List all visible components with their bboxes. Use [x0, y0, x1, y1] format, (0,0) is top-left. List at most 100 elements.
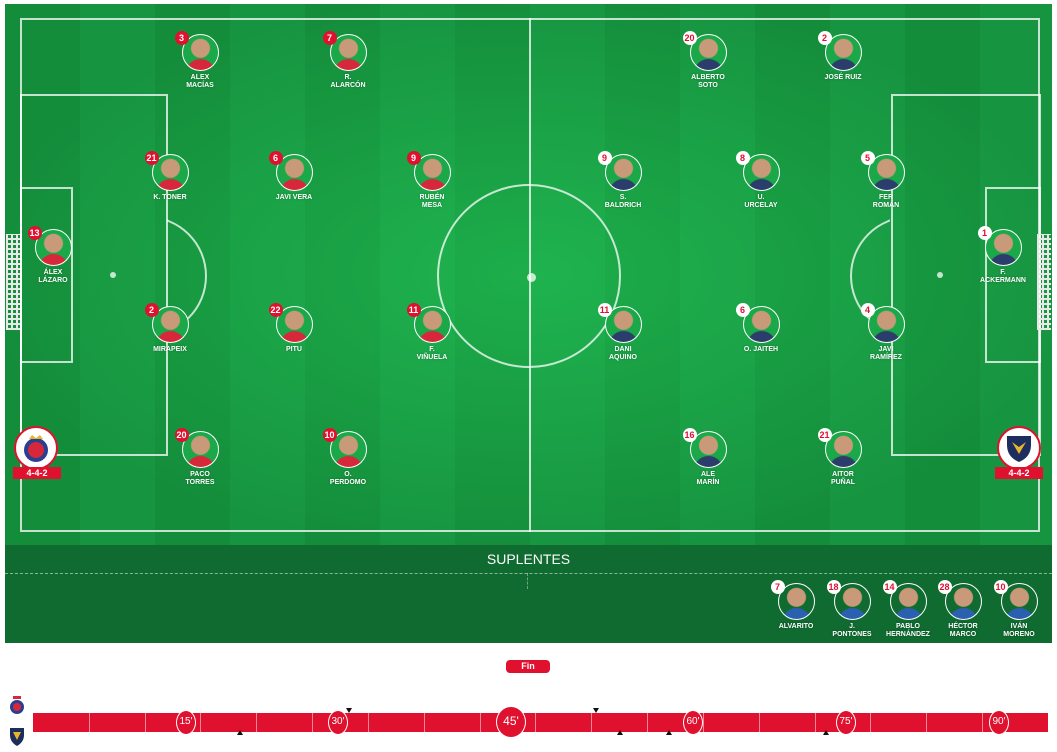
player-photo: 1 — [977, 226, 1022, 266]
timeline-tick — [814, 713, 816, 732]
player-name: U. URCELAY — [744, 194, 778, 209]
shirt-number-badge: 2 — [144, 303, 159, 317]
timeline-tick — [926, 713, 928, 732]
timeline-tick — [479, 713, 481, 732]
home-player[interactable]: 22 PITU — [254, 303, 334, 354]
player-photo: 13 — [27, 226, 72, 266]
away-event-marker[interactable] — [617, 730, 624, 735]
shirt-number-badge: 7 — [322, 31, 337, 45]
away-event-marker[interactable] — [237, 730, 244, 735]
player-photo: 6 — [735, 303, 780, 343]
home-event-marker[interactable] — [345, 708, 352, 713]
minute-marker: 75' — [836, 710, 856, 735]
minute-marker: 60' — [683, 710, 703, 735]
away-player[interactable]: 16 ALE MARÍN — [668, 428, 748, 487]
player-photo: 6 — [268, 151, 313, 191]
player-photo: 20 — [682, 31, 727, 71]
substitutes-title: SUPLENTES — [486, 551, 571, 567]
player-photo: 22 — [268, 303, 313, 343]
shirt-number-badge: 11 — [597, 303, 612, 317]
shirt-number-badge: 10 — [993, 580, 1008, 594]
away-player[interactable]: 4 JAVI RAMÍREZ — [846, 303, 926, 362]
player-name: MIRAPEIX — [153, 346, 187, 353]
player-name: R. ALARCÓN — [330, 74, 366, 89]
minute-marker: 15' — [176, 710, 196, 735]
player-name: K. TONER — [153, 194, 187, 201]
right-penalty-spot — [937, 272, 943, 278]
match-timeline[interactable]: 15' 30' 45' 60' 75' 90' — [33, 706, 1048, 738]
shirt-number-badge: 6 — [735, 303, 750, 317]
player-photo: 10 — [993, 580, 1038, 620]
substitute-player[interactable]: 7 ALVARITO — [768, 580, 824, 631]
home-event-marker[interactable] — [592, 708, 599, 713]
player-name: PACO TORRES — [185, 471, 215, 486]
player-name: S. BALDRICH — [604, 194, 642, 209]
player-photo: 28 — [937, 580, 982, 620]
home-player[interactable]: 11 F. VIÑUELA — [392, 303, 472, 362]
away-player[interactable]: 21 AITOR PUÑAL — [803, 428, 883, 487]
player-name: ALBERTO SOTO — [691, 74, 725, 89]
player-photo: 16 — [682, 428, 727, 468]
center-circle — [437, 184, 621, 368]
player-photo: 21 — [144, 151, 189, 191]
shirt-number-badge: 16 — [682, 428, 697, 442]
shirt-number-badge: 5 — [860, 151, 875, 165]
away-player[interactable]: 11 DANI AQUINO — [583, 303, 663, 362]
shirt-number-badge: 6 — [268, 151, 283, 165]
player-name: O. JAITEH — [743, 346, 779, 353]
timeline-tick — [870, 713, 872, 732]
player-photo: 20 — [174, 428, 219, 468]
away-player[interactable]: 20 ALBERTO SOTO — [668, 31, 748, 90]
home-player[interactable]: 6 JAVI VERA — [254, 151, 334, 202]
player-photo: 9 — [597, 151, 642, 191]
player-name: J. PONTONES — [832, 623, 872, 638]
player-name: FER ROMÁN — [872, 194, 900, 209]
away-player[interactable]: 8 U. URCELAY — [721, 151, 801, 210]
home-player[interactable]: 7 R. ALARCÓN — [308, 31, 388, 90]
player-photo: 14 — [882, 580, 927, 620]
away-event-marker[interactable] — [823, 730, 830, 735]
away-player[interactable]: 5 FER ROMÁN — [846, 151, 926, 210]
away-player[interactable]: 9 S. BALDRICH — [583, 151, 663, 210]
pitch — [5, 4, 1052, 545]
away-team-icon — [9, 727, 25, 747]
away-crest-icon — [997, 426, 1041, 470]
player-name: JAVI VERA — [275, 194, 313, 201]
shirt-number-badge: 21 — [144, 151, 159, 165]
home-player[interactable]: 9 RUBÉN MESA — [392, 151, 472, 210]
home-player[interactable]: 21 K. TONER — [130, 151, 210, 202]
player-photo: 3 — [174, 31, 219, 71]
shirt-number-badge: 2 — [817, 31, 832, 45]
home-team-icon — [9, 695, 25, 715]
player-photo: 8 — [735, 151, 780, 191]
player-name: O. PERDOMO — [329, 471, 367, 486]
player-name: PITU — [286, 346, 302, 353]
timeline-tick — [88, 713, 90, 732]
home-player[interactable]: 10 O. PERDOMO — [308, 428, 388, 487]
substitute-player[interactable]: 18 J. PONTONES — [824, 580, 880, 639]
home-player[interactable]: 13 ÁLEX LÁZARO — [13, 226, 93, 285]
timeline-tick — [702, 713, 704, 732]
timeline-tick — [256, 713, 258, 732]
timeline-tick — [312, 713, 314, 732]
home-crest-icon — [14, 426, 58, 470]
minute-marker: 30' — [328, 710, 348, 735]
away-player[interactable]: 6 O. JAITEH — [721, 303, 801, 354]
away-event-marker[interactable] — [665, 730, 672, 735]
substitute-player[interactable]: 10 IVÁN MORENO — [991, 580, 1047, 639]
substitute-player[interactable]: 28 HÉCTOR MARCO — [935, 580, 991, 639]
shirt-number-badge: 4 — [860, 303, 875, 317]
player-photo: 7 — [770, 580, 815, 620]
home-player[interactable]: 2 MIRAPEIX — [130, 303, 210, 354]
away-player[interactable]: 2 JOSÉ RUIZ — [803, 31, 883, 82]
home-player[interactable]: 20 PACO TORRES — [160, 428, 240, 487]
shirt-number-badge: 11 — [406, 303, 421, 317]
substitute-player[interactable]: 14 PABLO HERNÁNDEZ — [880, 580, 936, 639]
shirt-number-badge: 28 — [937, 580, 952, 594]
player-photo: 7 — [322, 31, 367, 71]
player-photo: 2 — [144, 303, 189, 343]
home-player[interactable]: 3 ALEX MACÍAS — [160, 31, 240, 90]
away-player[interactable]: 1 F. ACKERMANN — [963, 226, 1043, 285]
player-photo: 4 — [860, 303, 905, 343]
left-penalty-spot — [110, 272, 116, 278]
